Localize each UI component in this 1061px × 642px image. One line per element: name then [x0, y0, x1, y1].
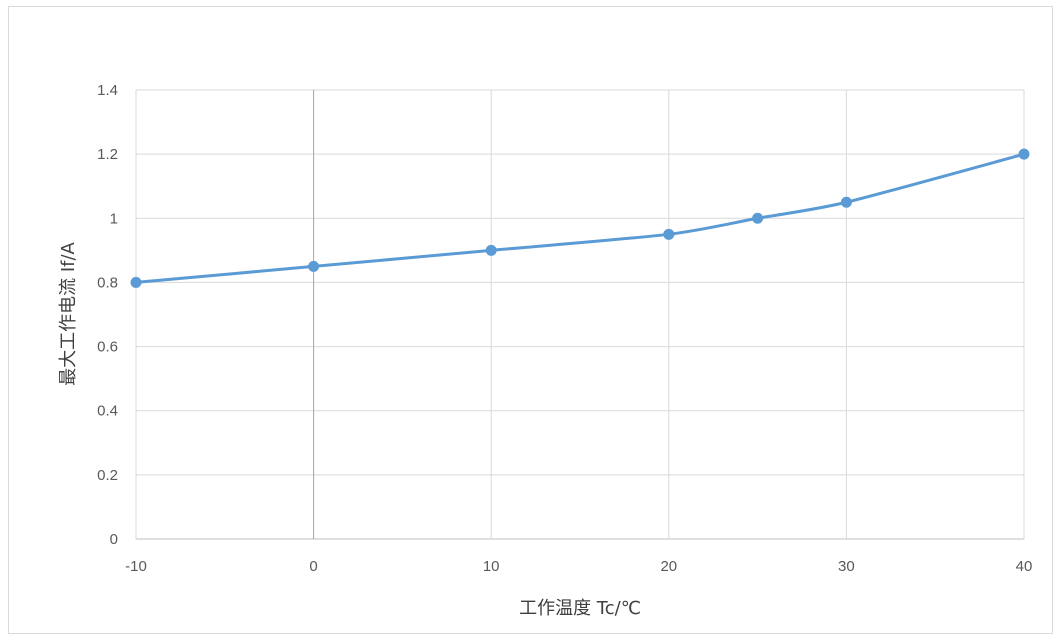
data-point-marker [752, 212, 764, 224]
y-tick-label: 1.2 [97, 146, 118, 163]
y-tick-label: 0.8 [97, 274, 118, 291]
data-point-marker [1018, 148, 1030, 160]
data-point-marker [130, 276, 142, 288]
series [130, 148, 1030, 288]
y-axis-title: 最大工作电流 If/A [58, 241, 79, 385]
chart-frame [8, 6, 1053, 634]
data-point-marker [840, 196, 852, 208]
x-tick-label: 40 [1016, 558, 1033, 575]
data-point-marker [485, 244, 497, 256]
x-tick-label: 10 [483, 558, 500, 575]
y-tick-label: 0 [110, 531, 118, 548]
x-tick-label: 20 [660, 558, 677, 575]
y-tick-labels: 0 0.2 0.4 0.6 0.8 1 1.2 1.4 [97, 82, 118, 548]
grid [135, 89, 1025, 540]
y-tick-label: 0.4 [97, 403, 118, 420]
data-point-marker [663, 228, 675, 240]
x-axis-title: 工作温度 Tc/℃ [519, 598, 641, 619]
y-tick-label: 0.6 [97, 339, 118, 356]
x-tick-label: -10 [125, 558, 147, 575]
y-tick-label: 0.2 [97, 467, 118, 484]
y-tick-label: 1.4 [97, 82, 118, 99]
y-tick-label: 1 [110, 210, 118, 227]
x-tick-labels: -10 0 10 20 30 40 [125, 558, 1032, 575]
data-point-marker [308, 260, 320, 272]
x-tick-label: 0 [309, 558, 317, 575]
x-tick-label: 30 [838, 558, 855, 575]
